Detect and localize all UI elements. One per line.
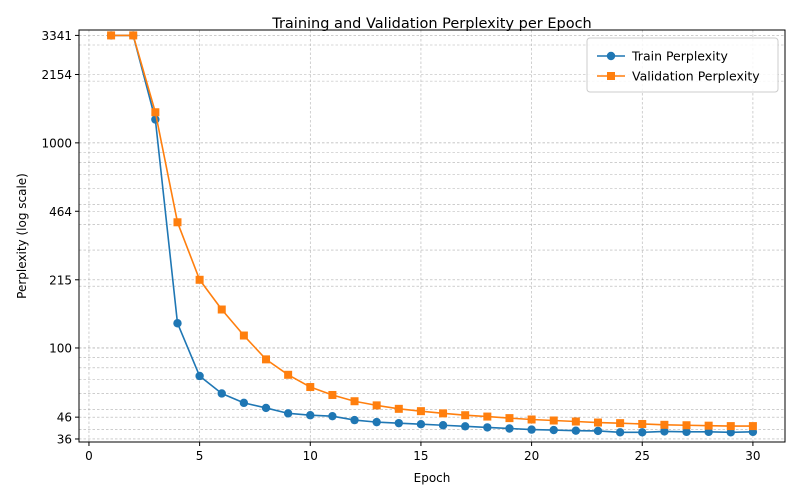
validation-point <box>461 411 470 420</box>
train-point <box>394 418 404 428</box>
validation-point <box>328 390 337 399</box>
train-point <box>505 424 514 433</box>
train-point <box>527 425 536 434</box>
x-tick-label: 10 <box>303 449 318 463</box>
validation-point <box>616 419 625 428</box>
y-tick-label: 2154 <box>41 68 72 82</box>
validation-point <box>638 419 647 428</box>
ticks: 36 46 100 215 464 1000 2154 3341 0 5 10 15 20 25 30 <box>41 29 760 463</box>
train-point <box>306 411 315 420</box>
train-point <box>350 415 359 425</box>
legend-train-marker <box>606 51 616 61</box>
train-point <box>173 319 182 328</box>
train-point <box>438 421 448 430</box>
y-axis-label: Perplexity (log scale) <box>15 173 29 299</box>
series-layer <box>106 31 758 437</box>
validation-point <box>527 415 536 424</box>
validation-point <box>660 420 669 429</box>
train-point <box>460 422 470 431</box>
validation-point <box>239 331 248 340</box>
train-point <box>283 409 293 418</box>
x-tick-label: 5 <box>196 449 204 463</box>
validation-point <box>593 418 602 427</box>
validation-point <box>107 31 116 40</box>
validation-point <box>195 275 204 284</box>
chart-title: Training and Validation Perplexity per E… <box>271 16 592 32</box>
validation-point <box>306 383 315 392</box>
x-tick-label: 25 <box>635 449 650 463</box>
validation-point <box>483 412 492 421</box>
y-tick-label: 46 <box>57 411 72 425</box>
validation-point <box>571 417 580 426</box>
validation-point <box>151 108 160 117</box>
x-tick-label: 30 <box>745 449 760 463</box>
validation-point <box>129 31 138 40</box>
x-tick-label: 0 <box>85 449 93 463</box>
validation-point <box>217 305 226 314</box>
train-point <box>682 427 691 437</box>
y-tick-label: 3341 <box>41 29 72 43</box>
train-point <box>660 427 669 436</box>
validation-point <box>726 422 735 431</box>
train-point <box>726 428 735 437</box>
validation-point <box>549 416 558 425</box>
legend-validation-label: Validation Perplexity <box>632 69 760 84</box>
validation-point <box>682 421 691 430</box>
x-tick-label: 15 <box>413 449 428 463</box>
train-point <box>151 115 160 124</box>
train-point <box>239 398 249 408</box>
train-point <box>704 427 713 437</box>
validation-point <box>262 355 271 364</box>
y-tick-label: 215 <box>49 273 72 287</box>
validation-point <box>416 407 425 416</box>
validation-point <box>350 397 359 406</box>
train-point <box>571 426 581 435</box>
validation-point <box>394 404 403 413</box>
legend-train-label: Train Perplexity <box>631 49 729 64</box>
legend-box <box>586 37 779 93</box>
validation-point <box>372 401 381 410</box>
y-tick-label: 464 <box>49 205 72 219</box>
x-tick-label: 20 <box>524 449 539 463</box>
train-point <box>593 426 603 436</box>
validation-point <box>704 421 713 430</box>
train-point <box>261 403 271 413</box>
plot-frame <box>78 29 786 443</box>
x-axis-label: Epoch <box>414 471 451 485</box>
y-tick-label: 100 <box>49 341 72 355</box>
y-tick-label: 1000 <box>41 136 72 150</box>
y-tick-label: 36 <box>57 432 72 446</box>
grid <box>79 30 785 442</box>
validation-point <box>439 409 448 418</box>
train-point <box>416 419 426 429</box>
validation-point <box>173 218 182 227</box>
legend: Train Perplexity Validation Perplexity <box>586 37 779 93</box>
legend-validation-marker <box>607 72 615 80</box>
validation-point <box>748 422 757 431</box>
train-point <box>615 428 625 437</box>
train-point <box>328 411 337 421</box>
train-point <box>483 423 492 432</box>
train-point <box>195 371 204 381</box>
train-point <box>638 428 647 437</box>
train-point <box>372 417 381 427</box>
validation-point <box>284 370 293 379</box>
train-point <box>217 389 226 398</box>
validation-point <box>505 414 514 423</box>
train-point <box>549 425 558 435</box>
